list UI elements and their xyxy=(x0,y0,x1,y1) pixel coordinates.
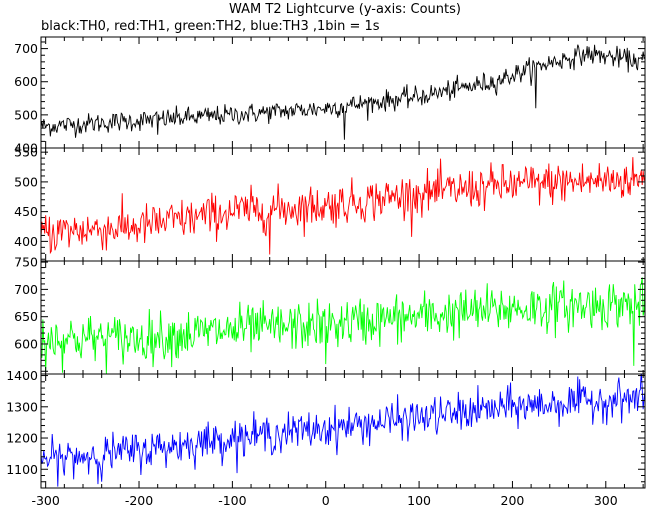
y-tick-label: 1200 xyxy=(6,431,38,446)
x-tick-label: -100 xyxy=(218,493,246,505)
x-tick-label: 100 xyxy=(407,493,431,505)
y-tick-label: 450 xyxy=(14,204,38,219)
panel-2: 600 650 700 750 xyxy=(14,255,646,375)
panel-frame-0 xyxy=(40,36,646,149)
y-tick-label: 600 xyxy=(14,336,38,351)
y-tick-label: 400 xyxy=(14,141,38,156)
y-tick-label: 700 xyxy=(14,282,38,297)
x-tick-label: -200 xyxy=(125,493,153,505)
y-tick-label: 650 xyxy=(14,309,38,324)
series-line-3 xyxy=(41,374,645,487)
y-tick-label: 1300 xyxy=(6,399,38,414)
panel-1: 400 450 500 550 xyxy=(14,145,646,262)
panel-0: 400 500 600 700 xyxy=(14,36,646,156)
y-tick-label: 1100 xyxy=(6,462,38,477)
y-tick-label: 750 xyxy=(14,255,38,270)
y-tick-label: 400 xyxy=(14,234,38,249)
series-line-2 xyxy=(41,276,645,374)
x-tick-label: 300 xyxy=(594,493,618,505)
y-tick-label: 550 xyxy=(14,145,38,160)
panels-group: 400 500 600 700 400 450 500 550 600 650 700 750 1100… xyxy=(6,36,646,505)
panel-frame-3 xyxy=(40,373,646,489)
series-line-1 xyxy=(41,157,645,255)
series-line-0 xyxy=(41,44,645,140)
x-tick-label: -300 xyxy=(31,493,59,505)
y-tick-label: 700 xyxy=(14,41,38,56)
x-tick-label: 200 xyxy=(501,493,525,505)
x-tick-label: 0 xyxy=(322,493,330,505)
panel-3: 1100 1200 1300 1400 xyxy=(6,368,646,489)
y-tick-label: 600 xyxy=(14,74,38,89)
chart-subtitle-text: black:TH0, red:TH1, green:TH2, blue:TH3 … xyxy=(41,19,380,34)
y-tick-label: 500 xyxy=(14,107,38,122)
chart-title-text: WAM T2 Lightcurve (y-axis: Counts) xyxy=(229,2,461,17)
panel-frame-2 xyxy=(40,260,646,375)
y-tick-label: 1400 xyxy=(6,368,38,383)
y-tick-label: 500 xyxy=(14,174,38,189)
